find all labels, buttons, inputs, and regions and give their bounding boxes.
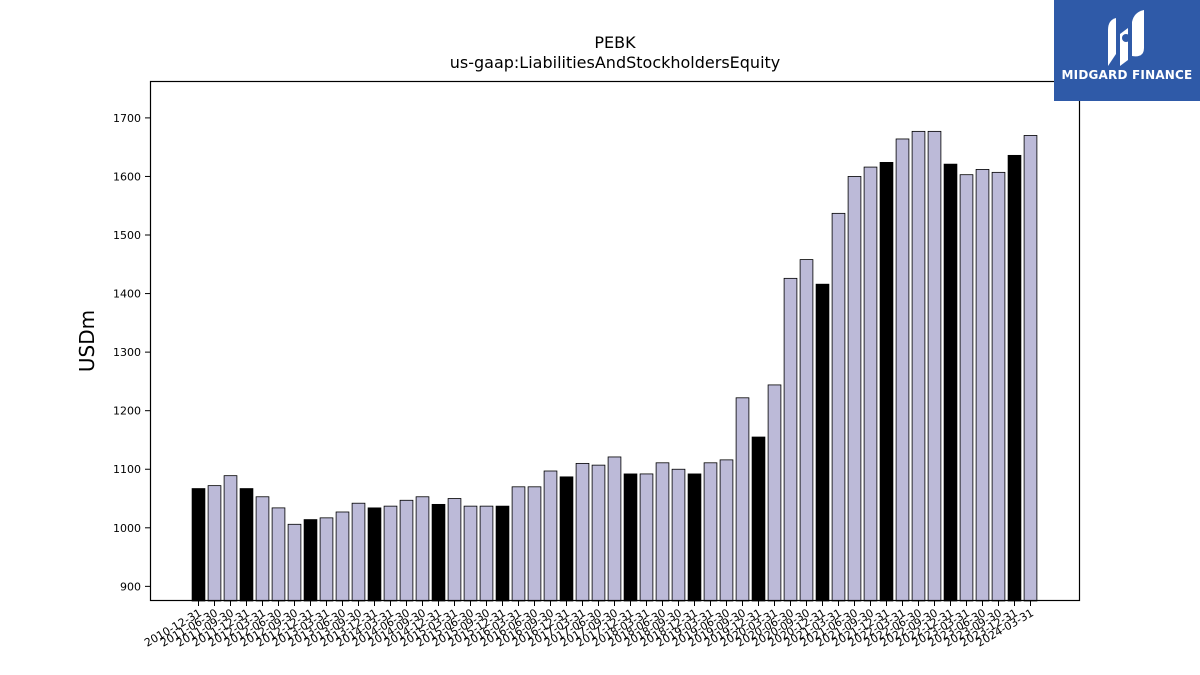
bar-2015-09-30 <box>495 505 510 602</box>
bar-2018-09-30 <box>687 473 702 602</box>
bar-2010-12-31 <box>191 488 206 602</box>
bar-2011-03-31 <box>207 485 222 602</box>
y-tick-label: 1200 <box>113 405 141 418</box>
bar-2022-03-31 <box>911 130 926 602</box>
bar-2014-06-30 <box>415 496 430 602</box>
bar-2022-09-30 <box>943 163 958 602</box>
bar-2021-06-30 <box>863 166 878 602</box>
bar-2020-12-31 <box>831 212 846 602</box>
y-tick-label: 1400 <box>113 288 141 301</box>
bar-2017-06-30 <box>607 456 622 602</box>
bar-2020-03-31 <box>783 277 798 602</box>
y-tick-label: 900 <box>120 580 141 593</box>
y-axis: 900 1000 1100 1200 1300 1400 1500 1600 1700 <box>113 112 150 593</box>
bar-2013-06-30 <box>351 502 366 602</box>
chart-title: PEBK <box>594 33 636 52</box>
bar-2018-03-31 <box>655 462 670 602</box>
bar-2018-06-30 <box>671 468 686 602</box>
bar-2017-09-30 <box>623 473 638 602</box>
bar-2011-06-30 <box>223 475 238 602</box>
midgard-logo-icon <box>1108 10 1144 66</box>
bar-2019-06-30 <box>735 397 750 602</box>
y-tick-label: 1100 <box>113 463 141 476</box>
bar-2021-12-31 <box>895 138 910 602</box>
bar-2012-09-30 <box>303 519 318 602</box>
y-tick-label: 1600 <box>113 170 141 183</box>
bar-2018-12-31 <box>703 462 718 602</box>
bar-2012-03-31 <box>271 507 286 602</box>
chart-subtitle: us-gaap:LiabilitiesAndStockholdersEquity <box>450 53 781 72</box>
bar-2015-12-31 <box>511 486 526 602</box>
bar-2020-09-30 <box>815 283 830 602</box>
logo-text: MIDGARD FINANCE <box>1061 68 1193 82</box>
bar-2021-09-30 <box>879 161 894 602</box>
bar-2019-09-30 <box>751 436 766 602</box>
bars-group <box>191 130 1038 602</box>
bar-2016-03-31 <box>527 486 542 602</box>
bar-2012-06-30 <box>287 523 302 602</box>
bar-2019-12-31 <box>767 384 782 602</box>
bar-2014-09-30 <box>431 503 446 602</box>
y-tick-label: 1300 <box>113 346 141 359</box>
bar-2015-03-31 <box>463 505 478 602</box>
bar-2020-06-30 <box>799 259 814 602</box>
bar-2017-03-31 <box>591 464 606 602</box>
y-tick-label: 1500 <box>113 229 141 242</box>
bar-2011-12-31 <box>255 496 270 602</box>
bar-2016-12-31 <box>575 462 590 602</box>
bar-2021-03-31 <box>847 176 862 602</box>
bar-2023-09-30 <box>1007 154 1022 602</box>
bar-2017-12-31 <box>639 473 654 602</box>
plot-frame <box>149 80 1081 602</box>
bar-2023-06-30 <box>991 171 1006 602</box>
bar-2015-06-30 <box>479 505 494 602</box>
bar-2012-12-31 <box>319 517 334 602</box>
bar-2013-09-30 <box>367 507 382 602</box>
bar-2011-09-30 <box>239 488 254 602</box>
midgard-finance-logo: MIDGARD FINANCE <box>1054 0 1200 101</box>
bar-2019-03-31 <box>719 459 734 602</box>
y-tick-label: 1000 <box>113 522 141 535</box>
y-tick-label: 1700 <box>113 112 141 125</box>
bar-2022-12-31 <box>959 174 974 602</box>
bar-2016-09-30 <box>559 476 574 602</box>
bar-2022-06-30 <box>927 130 942 602</box>
bar-2014-03-31 <box>399 499 414 602</box>
bar-2023-12-31 <box>1023 135 1038 602</box>
bar-2016-06-30 <box>543 470 558 602</box>
x-axis: 2010-12-312011-06-302011-09-302011-12-31… <box>142 601 1036 650</box>
bar-2023-03-31 <box>975 169 990 602</box>
bar-2014-12-31 <box>447 498 462 602</box>
y-axis-label: USDm <box>75 310 99 372</box>
bar-2013-12-31 <box>383 505 398 602</box>
bar-2013-03-31 <box>335 511 350 602</box>
